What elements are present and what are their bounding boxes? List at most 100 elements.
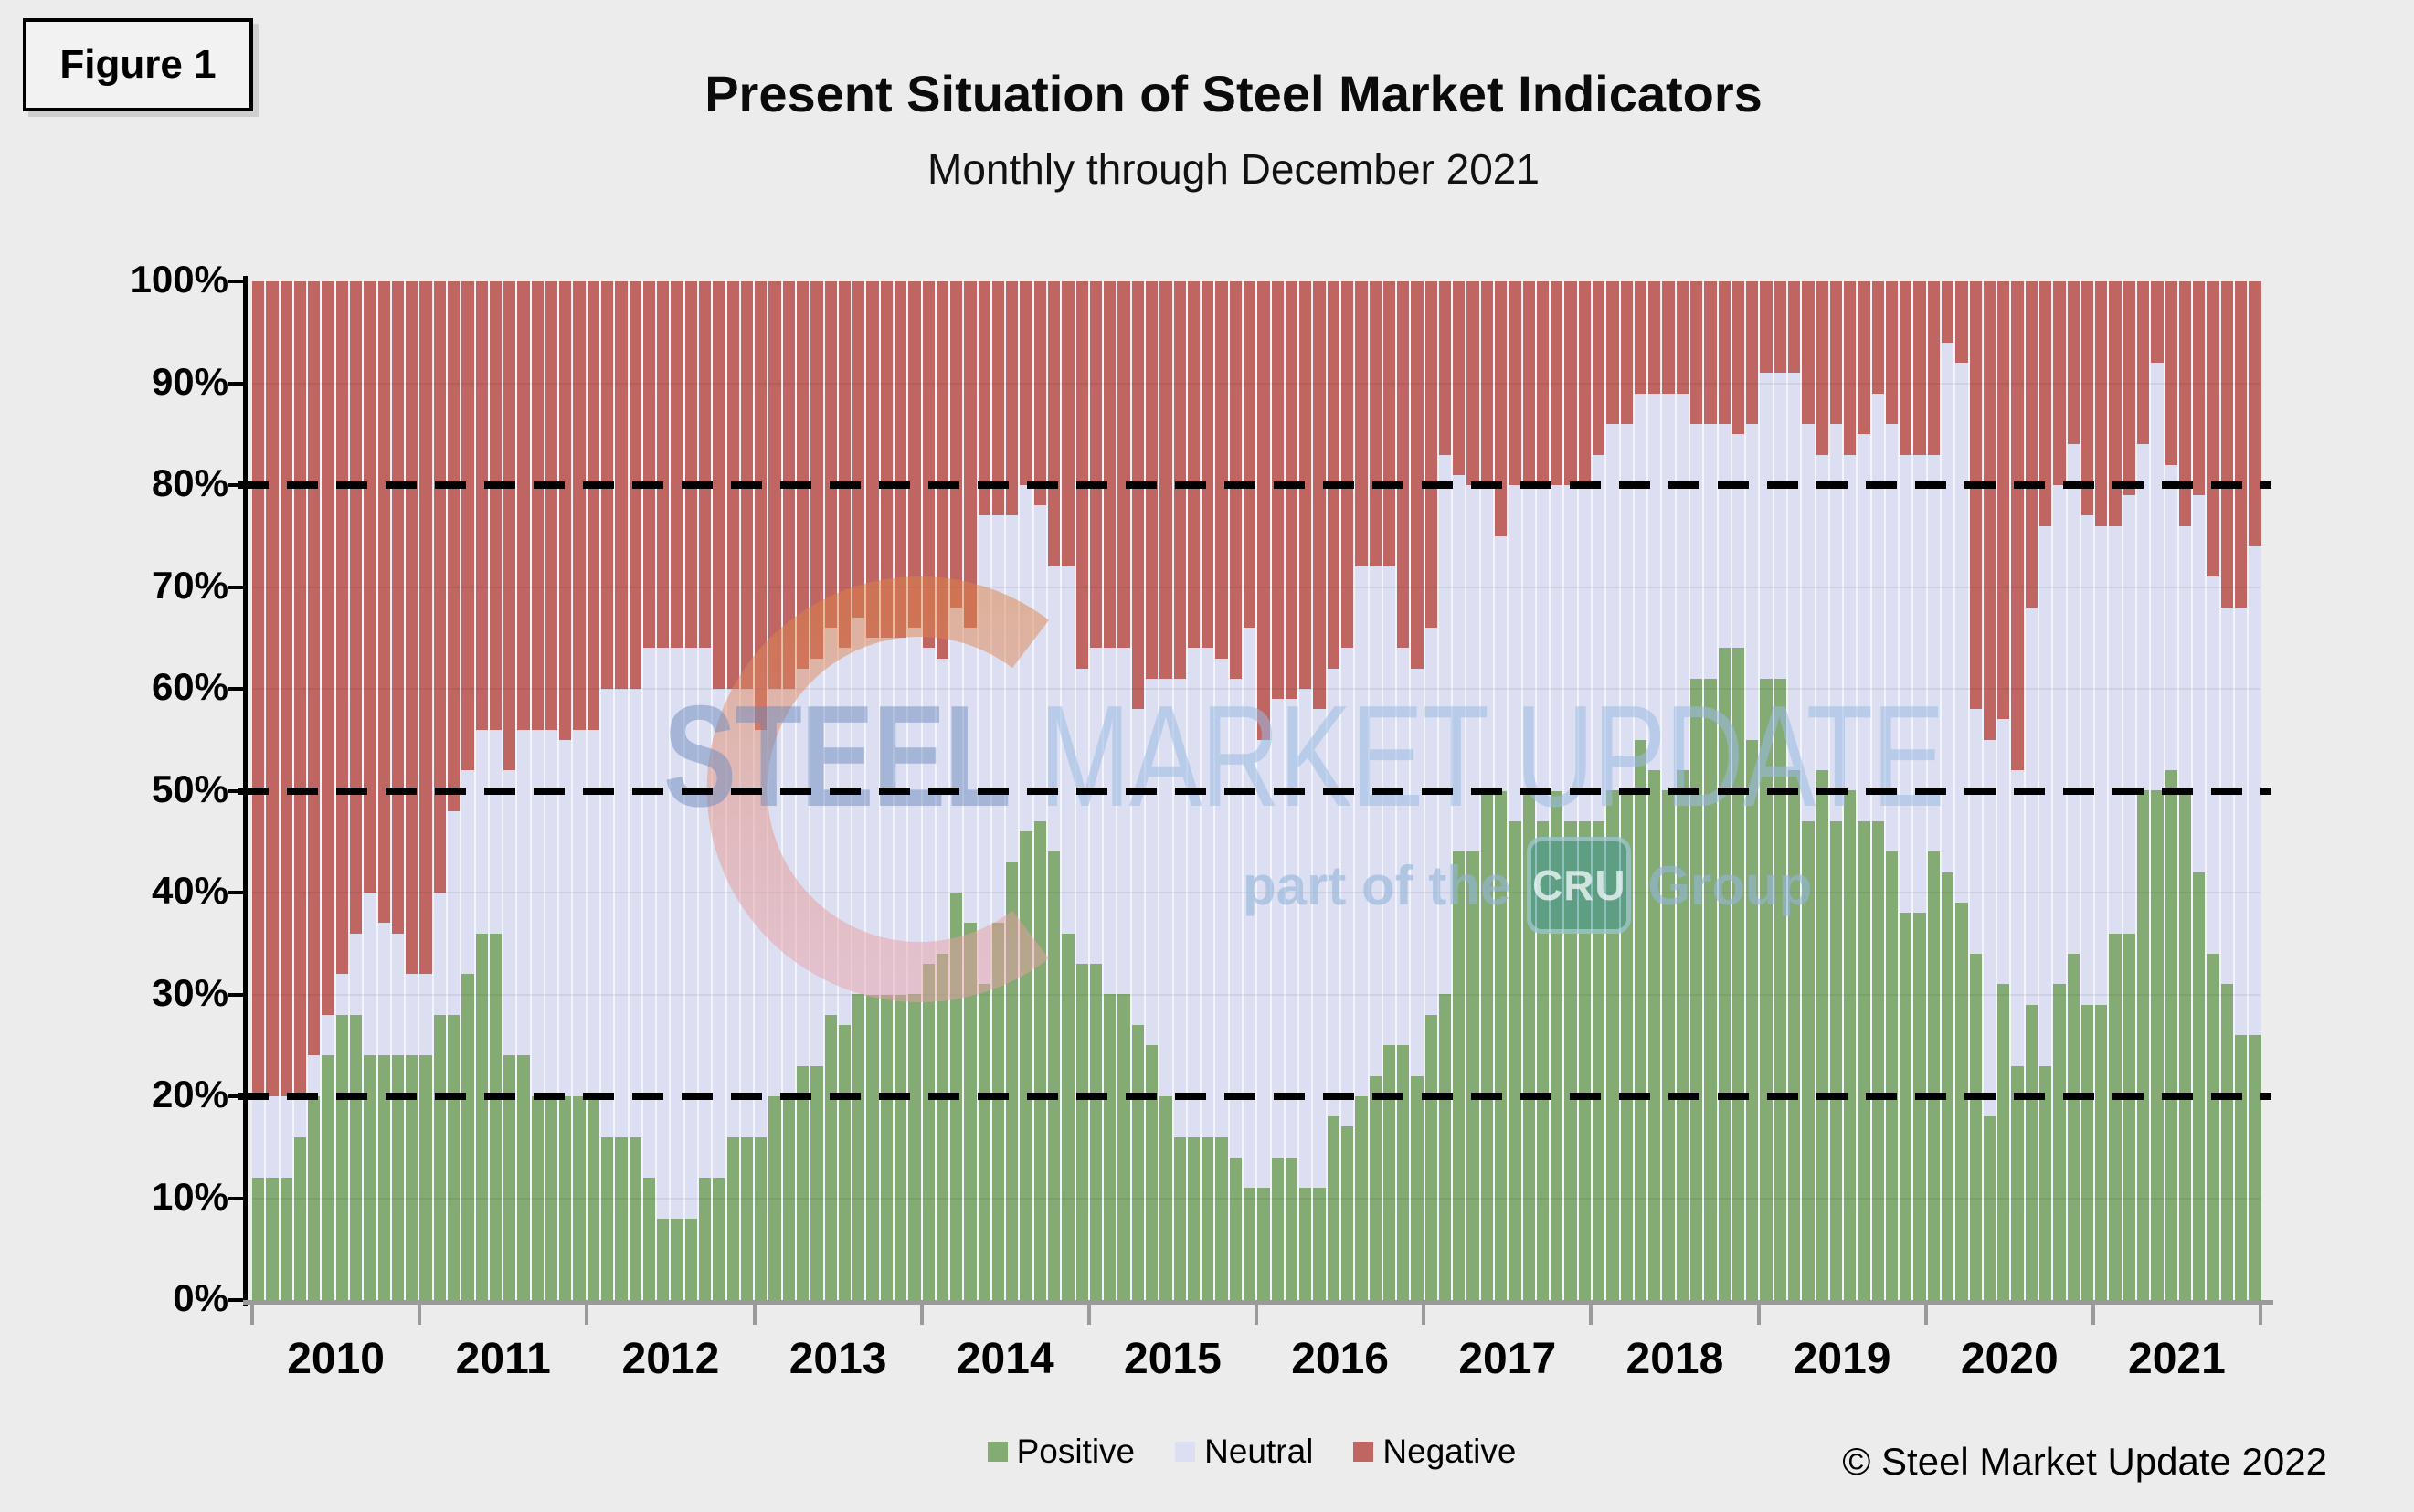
- bar-segment-neutral: [1593, 454, 1605, 821]
- bar-segment-neutral: [1285, 699, 1298, 1158]
- bar-segment-negative: [2053, 281, 2066, 485]
- bar-segment-positive: [1551, 790, 1563, 1300]
- bar-segment-neutral: [740, 689, 754, 1137]
- bar-segment-positive: [2220, 984, 2233, 1300]
- bar-segment-negative: [2039, 281, 2052, 526]
- bar-segment-neutral: [1578, 485, 1591, 821]
- y-axis-tick: [228, 483, 243, 487]
- bar-segment-neutral: [1466, 485, 1479, 852]
- bar-segment-positive: [1578, 820, 1591, 1300]
- bar-segment-positive: [796, 1065, 810, 1300]
- bar-segment-positive: [671, 1218, 683, 1300]
- bar-segment-negative: [2067, 281, 2080, 445]
- bar-segment-negative: [699, 281, 712, 649]
- bar-segment-positive: [964, 923, 977, 1300]
- bar-segment-positive: [1271, 1157, 1284, 1300]
- x-axis-tick: [919, 1305, 924, 1325]
- bar-segment-positive: [1704, 678, 1717, 1300]
- bar-segment-negative: [1313, 281, 1326, 710]
- bar-segment-neutral: [1955, 363, 1968, 904]
- month-bar: [585, 281, 600, 1300]
- x-axis-label-2016: 2016: [1291, 1335, 1389, 1383]
- bar-segment-positive: [1159, 1095, 1172, 1300]
- bar-segment-negative: [1969, 281, 1982, 710]
- month-bar: [1967, 281, 1982, 1300]
- bar-segment-positive: [1634, 739, 1647, 1300]
- bar-segment-neutral: [1802, 424, 1815, 821]
- bar-segment-positive: [1355, 1095, 1368, 1300]
- bar-segment-neutral: [1299, 689, 1312, 1189]
- bar-segment-negative: [1662, 281, 1675, 394]
- bar-segment-negative: [1704, 281, 1717, 425]
- bar-segment-positive: [489, 933, 503, 1300]
- bar-segment-positive: [991, 923, 1005, 1300]
- bar-segment-neutral: [908, 628, 921, 995]
- bar-segment-neutral: [1480, 485, 1494, 791]
- bar-segment-positive: [2193, 872, 2206, 1300]
- bar-segment-negative: [2207, 281, 2219, 577]
- bar-segment-negative: [1480, 281, 1494, 485]
- bar-segment-neutral: [322, 1014, 334, 1056]
- bar-segment-neutral: [642, 648, 656, 1179]
- bar-segment-positive: [1760, 678, 1773, 1300]
- bar-segment-neutral: [2025, 607, 2038, 1005]
- bar-segment-positive: [2234, 1035, 2248, 1300]
- bar-segment-neutral: [1829, 424, 1843, 821]
- y-axis-tick: [228, 788, 243, 793]
- bar-segment-neutral: [2011, 770, 2024, 1066]
- bar-segment-neutral: [1704, 424, 1717, 679]
- x-axis-tick: [1756, 1305, 1761, 1325]
- x-axis-tick: [2091, 1305, 2095, 1325]
- bar-segment-positive: [1062, 933, 1075, 1300]
- bar-segment-positive: [1104, 994, 1117, 1300]
- chart-title: Present Situation of Steel Market Indica…: [704, 65, 1763, 122]
- month-bar: [334, 281, 348, 1300]
- bar-segment-neutral: [1020, 485, 1032, 832]
- bar-segment-positive: [266, 1178, 279, 1300]
- gridline-40: [252, 892, 2260, 893]
- bar-segment-neutral: [726, 689, 739, 1137]
- bar-segment-neutral: [2207, 576, 2219, 954]
- bar-segment-positive: [1718, 648, 1731, 1300]
- bar-segment-positive: [280, 1178, 292, 1300]
- bar-segment-neutral: [1495, 535, 1508, 791]
- bar-segment-negative: [1858, 281, 1870, 435]
- dashed-reference-line-80: [238, 481, 2271, 489]
- bar-segment-neutral: [950, 607, 963, 893]
- bar-segment-neutral: [1689, 424, 1703, 679]
- bar-segment-neutral: [1564, 485, 1577, 821]
- bar-segment-neutral: [489, 729, 503, 934]
- bar-segment-positive: [433, 1014, 446, 1300]
- bar-segment-negative: [489, 281, 503, 730]
- bar-segment-positive: [2207, 953, 2219, 1300]
- bar-segment-negative: [1495, 281, 1508, 536]
- x-axis-tick: [2259, 1305, 2262, 1325]
- bar-segment-negative: [1773, 281, 1786, 374]
- bar-segment-negative: [866, 281, 879, 639]
- gridline-70: [252, 586, 2260, 588]
- legend-label: Negative: [1382, 1433, 1517, 1470]
- y-axis-tick: [228, 992, 243, 997]
- bar-segment-neutral: [2095, 525, 2108, 1005]
- bar-segment-negative: [1369, 281, 1382, 567]
- legend-label: Positive: [1016, 1433, 1136, 1470]
- bar-segment-negative: [2151, 281, 2164, 364]
- x-axis-tick: [1589, 1305, 1593, 1325]
- bar-segment-neutral: [545, 729, 558, 1096]
- bar-segment-neutral: [475, 729, 488, 934]
- bar-segment-neutral: [1313, 709, 1326, 1189]
- bar-segment-positive: [545, 1095, 558, 1300]
- bar-segment-neutral: [1997, 719, 2010, 985]
- x-axis-tick: [1255, 1305, 1258, 1325]
- bar-segment-negative: [1536, 281, 1550, 485]
- bar-segment-positive: [1438, 994, 1452, 1300]
- bar-segment-neutral: [810, 658, 823, 1066]
- bar-segment-neutral: [1075, 668, 1088, 965]
- bar-segment-positive: [755, 1137, 768, 1300]
- month-bar: [1200, 281, 1214, 1300]
- gridline-10: [252, 1197, 2260, 1200]
- bar-segment-neutral: [349, 933, 363, 1015]
- bar-segment-neutral: [1606, 424, 1619, 791]
- bar-segment-positive: [684, 1218, 697, 1300]
- bar-segment-neutral: [1509, 485, 1521, 821]
